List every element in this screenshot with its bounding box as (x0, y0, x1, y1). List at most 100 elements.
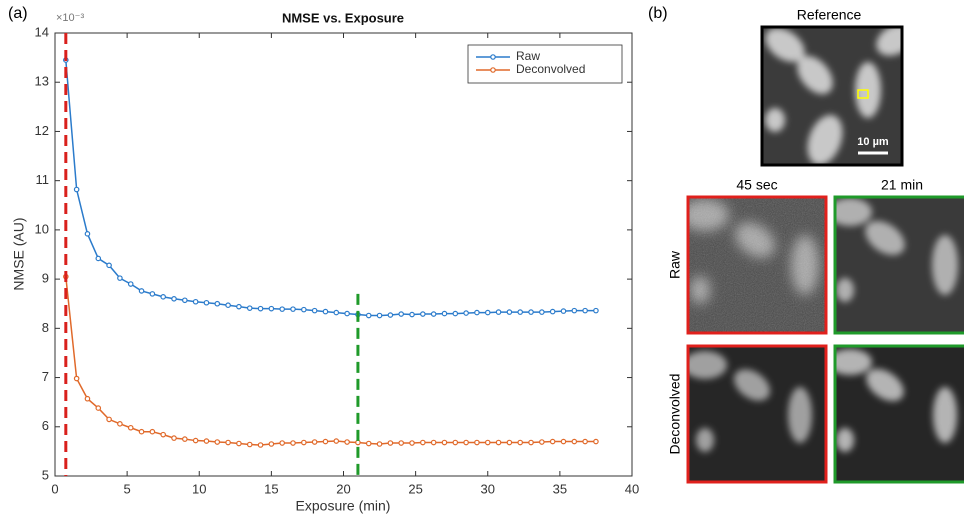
data-point (484, 309, 491, 316)
data-point (452, 439, 459, 446)
data-point (593, 307, 599, 314)
deconvolved-long-image (835, 346, 964, 482)
data-point (441, 439, 448, 446)
y-axis-title: NMSE (AU) (11, 217, 27, 290)
series-line (65, 276, 596, 446)
data-point (344, 310, 350, 317)
data-point (398, 440, 405, 446)
data-point (149, 428, 156, 435)
data-point (452, 310, 459, 317)
data-point (301, 306, 307, 313)
y-tick-label: 13 (35, 74, 49, 89)
data-point (149, 291, 156, 297)
y-tick-label: 8 (42, 320, 49, 335)
data-point (95, 255, 102, 262)
data-point (73, 186, 80, 193)
data-point (322, 308, 329, 315)
data-point (365, 312, 372, 319)
data-point (246, 441, 253, 448)
x-axis-title: Exposure (min) (296, 498, 391, 514)
data-point (549, 308, 556, 315)
column-title: 21 min (881, 177, 923, 193)
y-exponent: ×10⁻³ (56, 12, 84, 24)
data-point (474, 309, 480, 316)
x-tick-label: 15 (264, 481, 278, 496)
x-tick-label: 20 (336, 481, 350, 496)
data-point (484, 439, 491, 446)
data-point (171, 435, 177, 441)
x-tick-label: 35 (553, 481, 567, 496)
data-point (84, 231, 91, 237)
data-point (539, 439, 545, 445)
data-point (301, 439, 307, 446)
y-tick-label: 10 (35, 221, 49, 236)
chart-title: NMSE vs. Exposure (282, 10, 404, 25)
y-tick-label: 5 (42, 467, 49, 482)
data-point (474, 439, 480, 446)
data-point (560, 308, 567, 314)
data-point (344, 439, 350, 445)
y-tick-label: 11 (36, 172, 50, 187)
data-point (420, 439, 426, 446)
y-tick-label: 6 (42, 418, 49, 433)
data-point (528, 439, 534, 446)
deconvolved-short-image (688, 346, 826, 482)
data-point (225, 439, 231, 446)
data-point (106, 416, 112, 423)
raw-long-image (835, 197, 964, 333)
scale-bar-label: 10 µm (857, 136, 889, 148)
data-point (311, 439, 318, 445)
x-tick-label: 0 (51, 481, 58, 496)
data-point (203, 438, 210, 444)
data-point (430, 439, 437, 446)
data-point (214, 439, 221, 445)
data-point (582, 438, 588, 445)
raw-short-image (688, 197, 826, 333)
data-point (73, 375, 80, 382)
data-point (420, 311, 426, 317)
row-title: Deconvolved (667, 374, 683, 455)
y-tick-label: 7 (42, 369, 49, 384)
data-point (160, 294, 166, 300)
series-line (65, 60, 596, 317)
data-point (236, 303, 242, 310)
reference-image (762, 27, 902, 165)
x-tick-label: 5 (124, 481, 131, 496)
legend-label: Raw (516, 49, 540, 63)
data-point (495, 309, 502, 315)
data-point (257, 442, 264, 448)
legend-marker (490, 67, 496, 73)
data-point (517, 309, 524, 315)
data-point (192, 437, 199, 444)
data-point (463, 439, 469, 446)
data-point (571, 307, 578, 314)
legend-box (467, 44, 623, 84)
data-point (225, 302, 231, 308)
data-point (495, 439, 502, 446)
data-point (203, 299, 210, 306)
data-point (236, 440, 242, 447)
y-tick-label: 12 (35, 123, 49, 138)
image-title: Reference (797, 7, 862, 23)
data-point (333, 438, 340, 444)
panel-label: (a) (8, 5, 28, 22)
image-border (760, 25, 904, 167)
data-point (560, 438, 567, 445)
data-point (290, 440, 296, 446)
data-point (333, 309, 340, 316)
data-point (160, 431, 166, 438)
column-title: 45 sec (736, 177, 777, 193)
data-point (106, 262, 112, 269)
data-point (171, 295, 177, 302)
image-border (686, 195, 828, 335)
data-point (376, 441, 383, 447)
data-point (268, 441, 275, 447)
data-point (506, 439, 513, 446)
data-point (387, 440, 394, 446)
data-point (376, 312, 383, 319)
data-point (430, 311, 437, 317)
y-tick-label: 9 (42, 271, 49, 286)
x-tick-label: 40 (625, 481, 639, 496)
data-point (95, 405, 102, 411)
